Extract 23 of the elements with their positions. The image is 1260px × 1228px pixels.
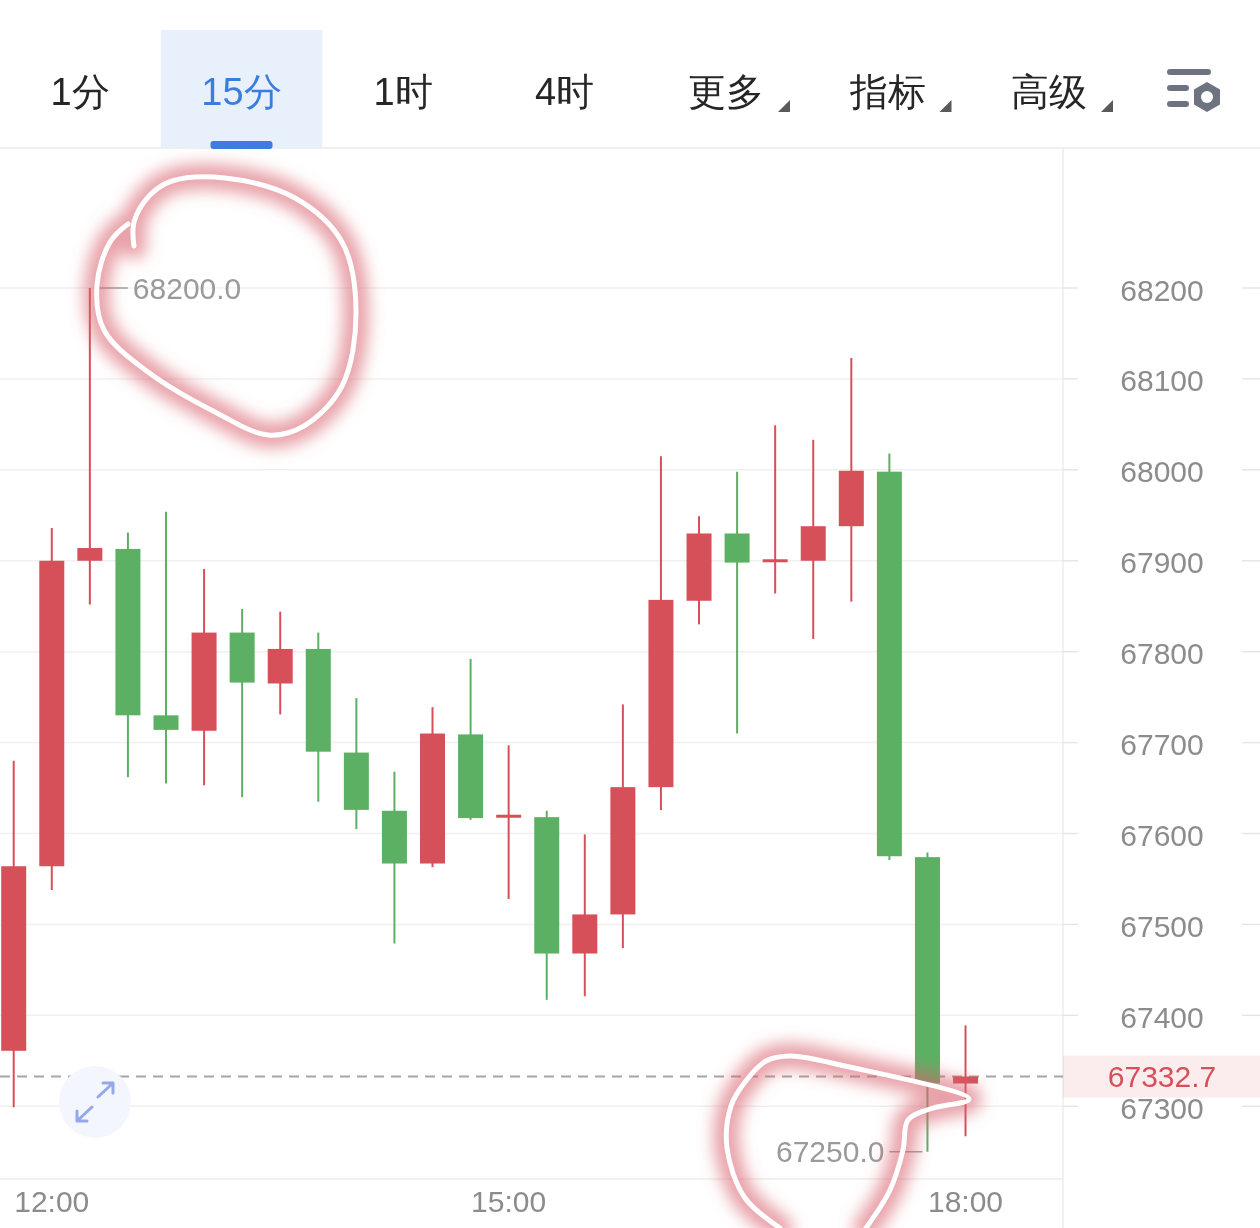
y-tick-label: 67900 — [1120, 546, 1204, 580]
y-tick-label: 68000 — [1120, 455, 1204, 489]
y-tick-label: 68100 — [1120, 364, 1204, 398]
text: 指标 — [848, 71, 926, 113]
annotation: 67250.0 — [776, 1135, 885, 1169]
text: 更多 — [688, 71, 764, 113]
x-tick-label: 15:00 — [471, 1184, 547, 1218]
y-tick-label: 68200 — [1120, 273, 1204, 307]
annotation: 68200.0 — [132, 271, 242, 305]
y-tick-label: 67500 — [1120, 909, 1204, 943]
x-tick-label: 12:00 — [14, 1184, 90, 1218]
y-tick-label: 67700 — [1120, 728, 1204, 762]
y-tick-label: 67800 — [1120, 637, 1204, 671]
text: 1分 — [50, 71, 110, 113]
text: 高级 — [1011, 71, 1087, 113]
text: 15分 — [201, 71, 282, 113]
y-tick-label: 67600 — [1120, 819, 1204, 853]
y-tick-label: 67400 — [1120, 1000, 1204, 1034]
x-tick-label: 18:00 — [927, 1184, 1004, 1218]
ref-line-label: 67332.7 — [1107, 1060, 1217, 1094]
y-tick-label: 67300 — [1120, 1091, 1204, 1125]
text: 1时 — [373, 71, 433, 113]
text: 4时 — [534, 71, 595, 113]
